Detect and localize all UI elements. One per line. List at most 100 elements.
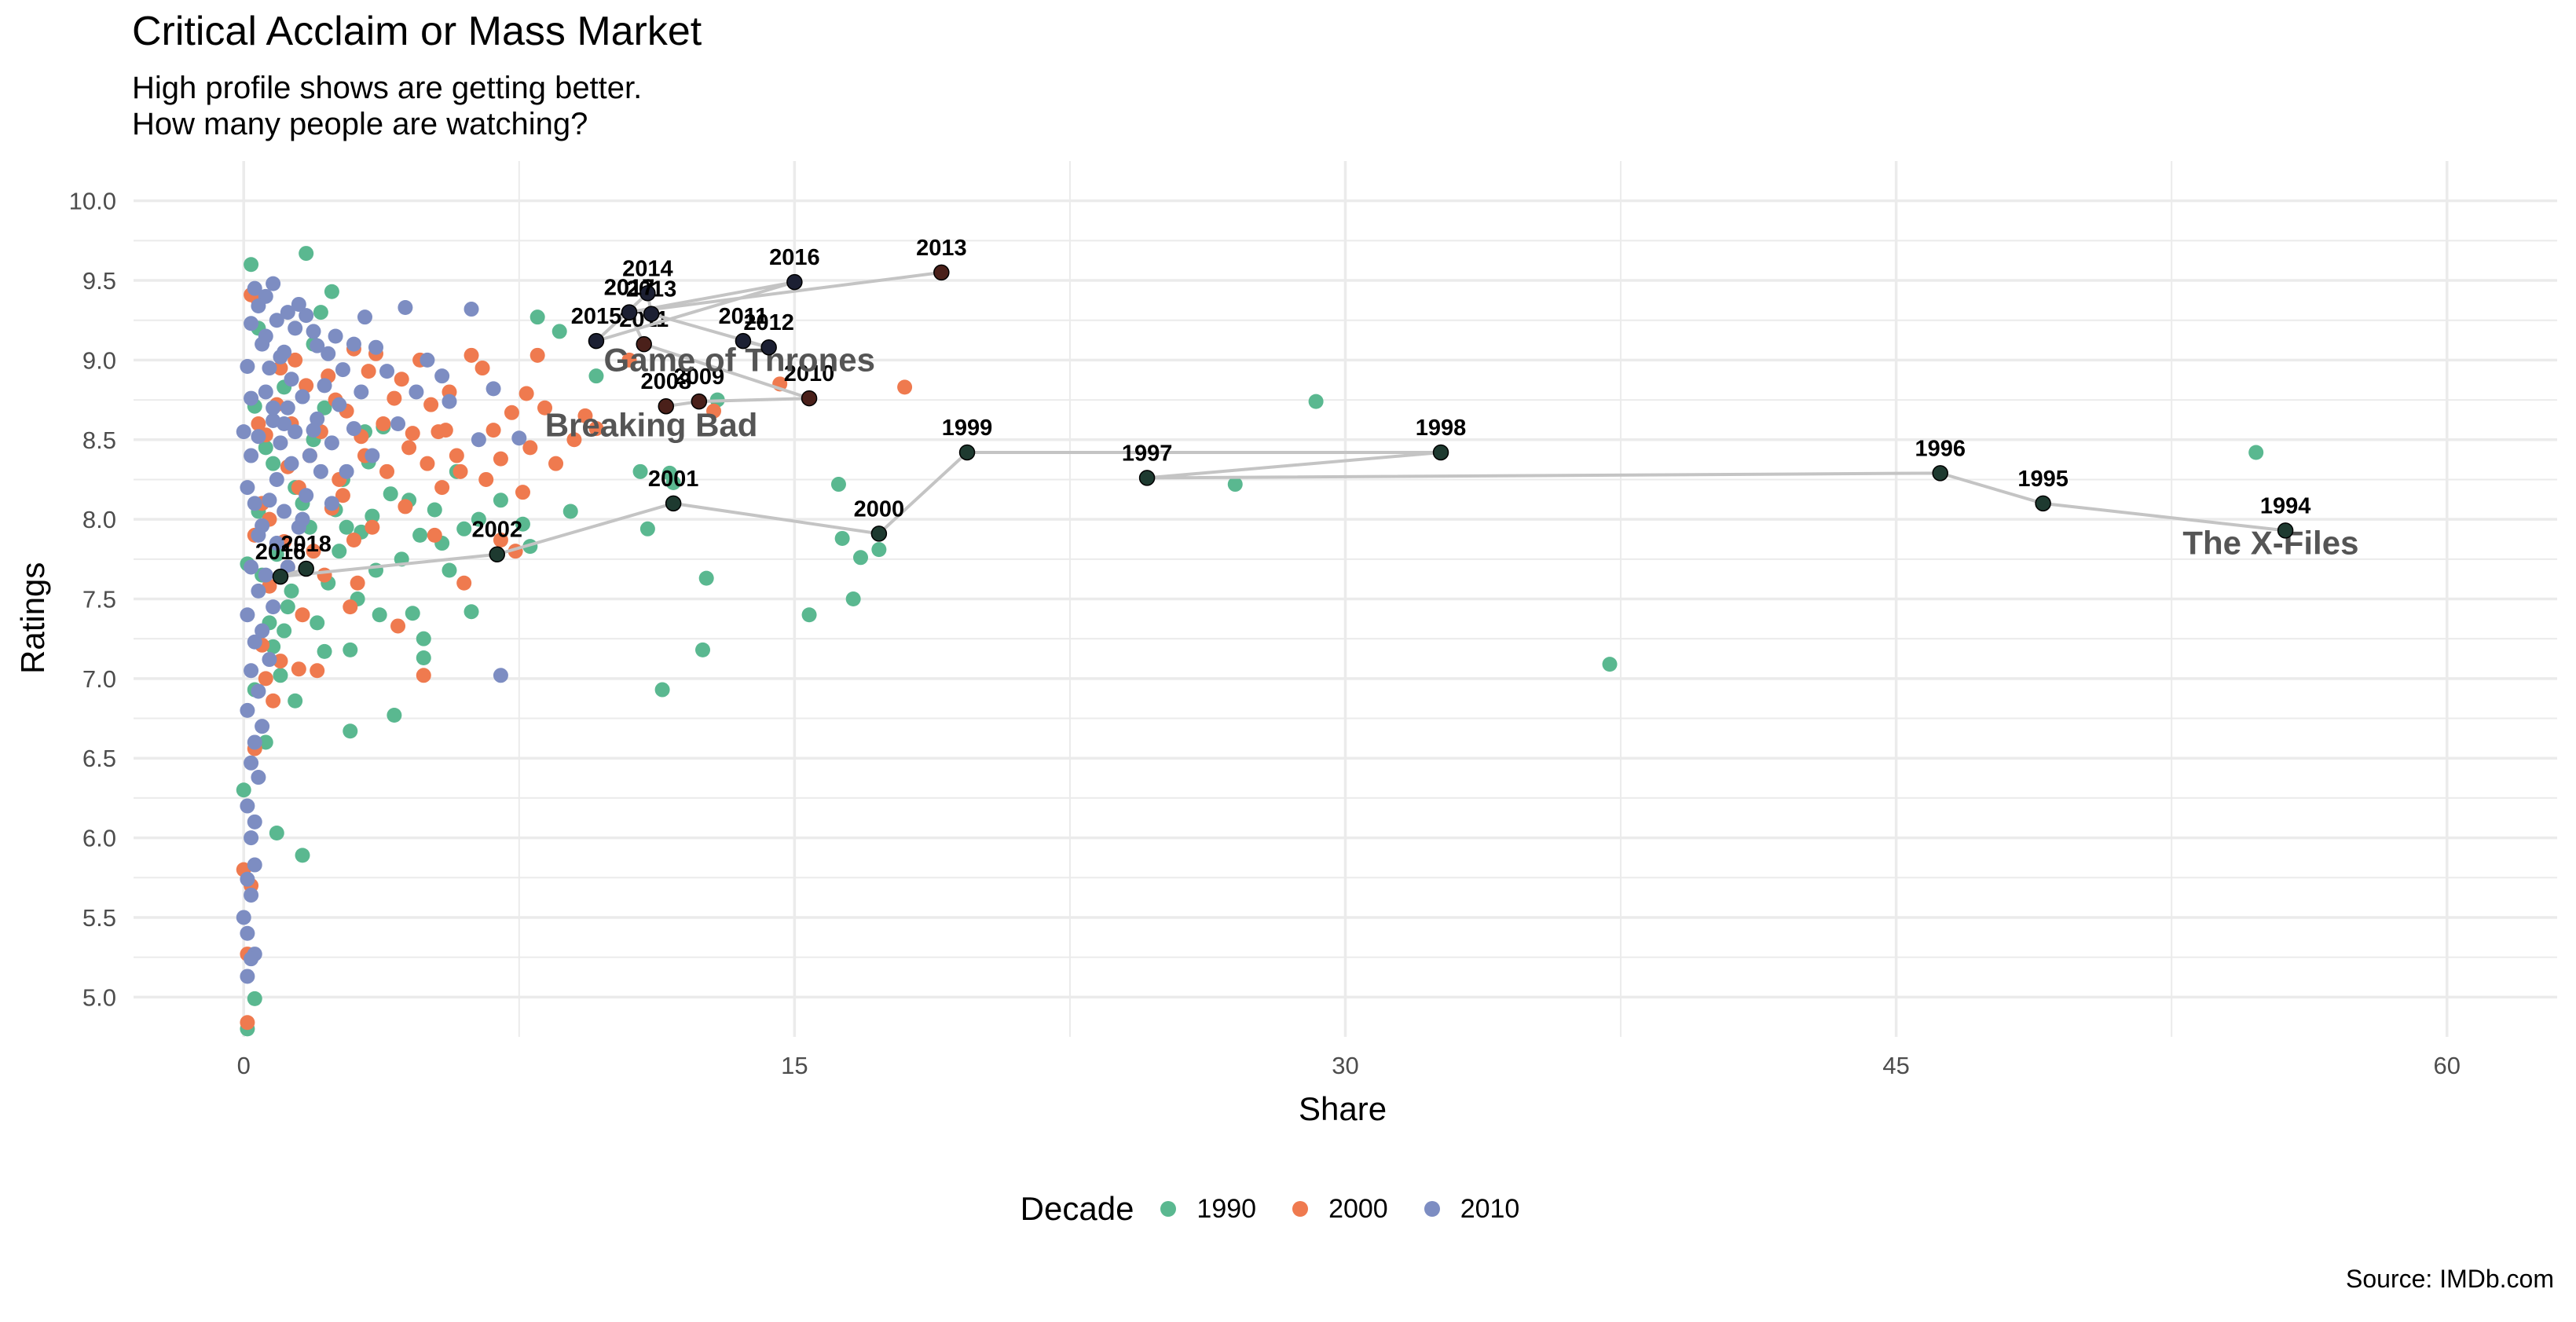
data-point-2010: [332, 397, 347, 412]
data-point-2010: [240, 607, 255, 623]
data-point-2010: [346, 336, 361, 352]
y-tick-label: 9.5: [82, 267, 116, 295]
data-point-2000: [434, 480, 450, 496]
data-point-2010: [324, 435, 339, 451]
data-point-2000: [376, 416, 391, 431]
data-point-2000: [258, 671, 273, 687]
data-point-2010: [247, 634, 262, 650]
data-point-2010: [335, 362, 350, 378]
data-point-2010: [306, 324, 321, 339]
data-point-2010: [247, 857, 262, 873]
data-point-2000: [493, 532, 508, 547]
chart-subtitle-line-2: How many people are watching?: [132, 107, 588, 141]
y-tick-label: 5.0: [82, 983, 116, 1011]
data-point-2000: [522, 440, 538, 456]
data-point-2010: [240, 925, 255, 941]
data-point-1990: [416, 650, 431, 666]
data-point-2000: [423, 397, 439, 412]
data-point-1990: [427, 502, 442, 518]
data-point-2010: [240, 871, 255, 887]
data-point-1990: [405, 606, 420, 621]
the-x-files-year-label: 1998: [1416, 416, 1467, 441]
game-of-thrones-season-point: [760, 339, 777, 356]
data-point-2010: [317, 378, 332, 394]
data-point-2010: [244, 559, 259, 575]
data-point-2000: [310, 663, 325, 679]
data-point-1990: [1602, 657, 1618, 672]
data-point-2010: [288, 320, 303, 336]
data-point-1990: [562, 504, 578, 519]
the-x-files-season-point: [272, 568, 289, 585]
data-point-2010: [269, 536, 284, 551]
data-point-2010: [434, 368, 450, 384]
data-point-2010: [251, 583, 266, 599]
legend-swatch-2000: [1292, 1201, 1309, 1217]
legend-item-2000: 2000: [1292, 1194, 1388, 1225]
data-point-2000: [379, 463, 395, 479]
x-tick-label: 45: [1882, 1052, 1909, 1079]
data-point-2000: [475, 361, 490, 376]
data-point-2010: [357, 309, 372, 325]
data-point-2000: [350, 575, 365, 591]
data-point-2010: [240, 702, 255, 718]
data-point-1990: [332, 544, 347, 559]
data-point-1990: [387, 707, 402, 723]
data-point-2010: [247, 734, 262, 750]
x-axis-title: Share: [1299, 1090, 1387, 1127]
data-point-2010: [258, 328, 273, 344]
x-tick-label: 0: [237, 1052, 251, 1079]
y-tick-label: 7.5: [82, 586, 116, 613]
breaking-bad-season-point: [658, 397, 675, 415]
breaking-bad-year-label: 2010: [784, 361, 835, 386]
data-point-2000: [361, 364, 376, 379]
the-x-files-year-label: 1994: [2260, 493, 2311, 518]
data-point-2010: [486, 381, 501, 397]
data-point-2000: [493, 451, 508, 467]
data-point-2000: [291, 661, 306, 677]
data-point-2010: [284, 372, 299, 387]
data-point-2010: [354, 384, 369, 400]
data-point-2010: [247, 280, 262, 296]
data-point-2010: [471, 432, 486, 448]
data-point-2010: [493, 668, 508, 683]
game-of-thrones-season-point: [786, 273, 803, 291]
data-point-1990: [551, 324, 567, 339]
the-x-files-season-point: [2277, 522, 2294, 539]
data-point-2010: [266, 276, 281, 291]
data-point-2010: [244, 316, 259, 331]
data-point-1990: [269, 826, 284, 841]
data-point-2000: [420, 456, 435, 471]
game-of-thrones-year-label: 2012: [743, 310, 794, 335]
data-point-1990: [383, 486, 398, 502]
data-point-2010: [339, 463, 354, 479]
breaking-bad-season-point: [801, 390, 818, 407]
data-point-2010: [236, 424, 251, 440]
data-point-2000: [335, 488, 350, 504]
y-tick-label: 9.0: [82, 346, 116, 374]
data-point-1990: [372, 607, 387, 623]
data-point-2010: [262, 652, 277, 668]
data-point-1990: [288, 693, 303, 709]
data-point-2010: [247, 496, 262, 511]
data-point-2000: [577, 408, 593, 423]
data-point-1990: [698, 570, 714, 586]
data-point-2010: [299, 308, 314, 324]
data-point-2000: [621, 352, 637, 368]
data-point-1990: [632, 463, 648, 479]
breaking-bad-season-point: [933, 264, 950, 281]
data-point-2010: [244, 663, 259, 679]
the-x-files-year-label: 1995: [2017, 467, 2068, 492]
the-x-files-season-point: [870, 526, 888, 542]
data-point-2010: [390, 416, 406, 431]
game-of-thrones-season-point: [621, 304, 638, 320]
data-point-1990: [269, 547, 284, 562]
x-tick-label: 30: [1332, 1052, 1358, 1079]
data-point-2010: [244, 830, 259, 846]
data-point-1990: [266, 639, 281, 654]
data-point-2000: [518, 386, 534, 401]
data-point-2000: [401, 440, 417, 456]
data-point-2010: [306, 423, 321, 438]
the-x-files-path: [280, 450, 2286, 579]
data-point-2010: [280, 400, 295, 416]
data-point-2010: [262, 361, 277, 376]
